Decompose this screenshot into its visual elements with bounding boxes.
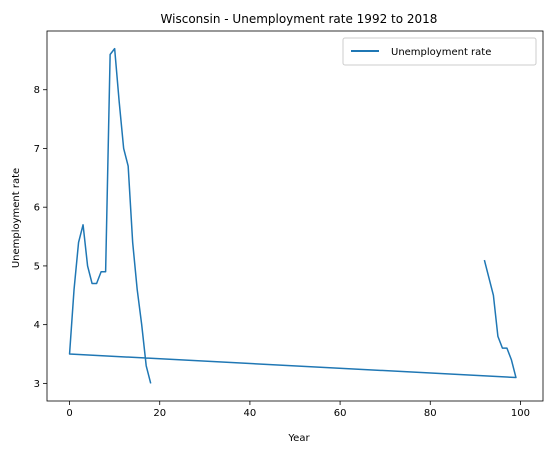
legend-box <box>342 37 537 66</box>
y-tick-label: 7 <box>34 144 40 155</box>
y-tick-label: 6 <box>34 203 40 214</box>
chart-title: Wisconsin - Unemployment rate 1992 to 20… <box>161 12 438 26</box>
x-tick-label: 20 <box>153 408 166 419</box>
plot-area: 0 20 40 60 80 100 3 4 5 6 7 8 <box>34 30 544 419</box>
series-line-0 <box>68 47 517 384</box>
y-tick-label: 3 <box>34 379 40 390</box>
x-tick-label: 0 <box>66 408 72 419</box>
x-axis-title: Year <box>287 433 310 444</box>
legend: Unemployment rate <box>342 37 537 66</box>
y-tick-label: 4 <box>34 320 40 331</box>
legend-label: Unemployment rate <box>391 47 491 58</box>
y-tick-label: 8 <box>34 85 40 96</box>
x-tick-label: 80 <box>424 408 437 419</box>
x-tick-label: 100 <box>511 408 530 419</box>
x-tick-label: 40 <box>244 408 257 419</box>
y-tick-label: 5 <box>34 261 40 272</box>
y-axis-title: Unemployment rate <box>11 168 22 268</box>
x-tick-label: 60 <box>334 408 347 419</box>
axes-frame <box>46 30 544 402</box>
